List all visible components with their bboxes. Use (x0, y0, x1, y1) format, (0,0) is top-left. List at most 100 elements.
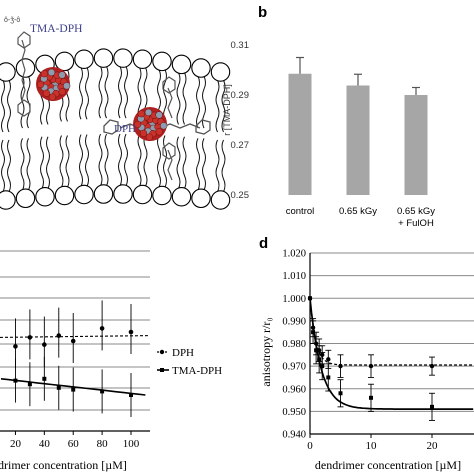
lipid-head (132, 184, 153, 205)
lipid-head (113, 48, 133, 68)
panel-b-bars (288, 56, 428, 195)
fullerene-atom (160, 122, 168, 130)
lipid-tail (163, 135, 167, 188)
lipid-tail (163, 69, 167, 122)
tma-dph-point (369, 395, 373, 400)
tma-dph-point (320, 364, 325, 369)
fullerene-atom (145, 133, 154, 141)
fullerene-atom (47, 68, 56, 77)
legend-tma-marker (160, 368, 164, 372)
tma-dph-point (42, 376, 47, 381)
lipid-head (171, 54, 192, 75)
panel-a-membrane: ô-ǯ-ô TMA-DPH DPH (0, 17, 231, 210)
lipid-tail (98, 133, 103, 187)
y-tick-label: 0.950 (282, 407, 306, 418)
tma-dph-point (56, 385, 61, 390)
tma-dph-label: TMA-DPH (30, 23, 82, 35)
panel-c-x-axis-label: drimer concentration [µM] (0, 458, 127, 472)
tma-dph-point (13, 378, 18, 383)
dph-fit-line (0, 335, 151, 338)
lipid-head (113, 184, 133, 204)
y-tick-label: 0.29 (231, 90, 250, 101)
x-tick-label: 60 (68, 438, 80, 450)
lipid-tail (104, 133, 109, 187)
tma-dph-point (100, 389, 105, 394)
panel-b-letter: b (258, 4, 267, 21)
lipid-tail (196, 75, 200, 129)
lipid-tail (65, 135, 70, 188)
dph-point (99, 326, 105, 331)
y-tick-label: 0.960 (282, 384, 306, 395)
lipid-tail (46, 136, 50, 189)
lipid-tail (26, 138, 31, 191)
probe-molecule-right (162, 76, 176, 181)
y-tick-label: 0.27 (231, 140, 250, 151)
lipid-head (54, 51, 75, 72)
tma-dph-point (27, 382, 32, 387)
bar (404, 95, 428, 195)
bar (288, 73, 312, 195)
lipid-tail (40, 136, 44, 189)
lipid-tail (157, 135, 161, 188)
lipid-tail (85, 134, 89, 187)
lipid-tail (124, 65, 128, 119)
category-label: 0.65 kGy (339, 206, 377, 217)
lipid-head (54, 185, 75, 206)
legend-dph-marker (159, 349, 165, 355)
y-tick-label: 1.000 (282, 294, 306, 305)
x-tick-label: 10 (366, 440, 378, 452)
dph-fit-curve (309, 298, 474, 366)
x-tick-label: 40 (39, 438, 51, 450)
lipid-head (210, 62, 231, 82)
y-tick-label: 1.010 (282, 271, 306, 282)
panel-d-letter: d (259, 235, 268, 252)
dph-label: DPH (114, 123, 136, 135)
tma-dph-point (311, 330, 316, 335)
lipid-head (93, 184, 114, 204)
y-tick-label: 0.31 (231, 40, 250, 51)
lipid-tail (137, 134, 142, 187)
lipid-head (15, 188, 36, 209)
y-tick-label: 0.990 (282, 316, 306, 327)
tma-dph-point (430, 404, 434, 409)
fullerene-atom (139, 129, 148, 137)
lipid-tail (79, 67, 83, 120)
lipid-tail (182, 72, 187, 125)
tma-dph-point (326, 375, 331, 380)
lipid-tail (221, 79, 226, 133)
panel-d-line-chart: d 1.020 1.010 1.000 0.990 0.980 0.970 0.960 0.9… (259, 235, 474, 472)
panel-c-line-chart: 20 40 60 80 100 DPH TMA-DPH drimer concentra… (0, 250, 222, 472)
y-tick-label: 0.980 (282, 339, 306, 350)
fullerene-atom (40, 70, 49, 78)
lipid-tail (137, 67, 142, 120)
dph-point (27, 335, 33, 340)
fullerene-atom (58, 88, 66, 96)
lipid-tail (98, 65, 103, 119)
y-tick-label: 0.940 (282, 430, 306, 441)
dph-point (56, 333, 62, 338)
lipid-tail (196, 138, 200, 191)
lipid-tail (26, 75, 31, 129)
x-tick-label: 100 (123, 438, 140, 450)
tma-dph-point (308, 296, 312, 301)
lipid-tail (176, 136, 181, 189)
dph-point (13, 344, 18, 349)
bar (346, 85, 370, 195)
lipid-tail (1, 139, 5, 193)
legend-dph-label: DPH (172, 347, 194, 359)
lipid-head (93, 48, 114, 68)
fullerene-atom (48, 93, 57, 101)
fullerene-atom (58, 71, 66, 79)
lipid-tail (215, 139, 220, 193)
y-tick-label: 0.970 (282, 362, 306, 373)
lipid-tail (124, 133, 128, 187)
panel-c-legend: DPH TMA-DPH (157, 347, 222, 377)
tma-dph-point (71, 387, 76, 392)
lipid-tail (215, 79, 220, 133)
x-tick-label: 20 (10, 438, 22, 450)
lipid-tail (202, 138, 206, 191)
fullerene-atom (133, 120, 142, 129)
lipid-head (0, 62, 16, 82)
y-tick-label: 1.020 (282, 249, 306, 260)
